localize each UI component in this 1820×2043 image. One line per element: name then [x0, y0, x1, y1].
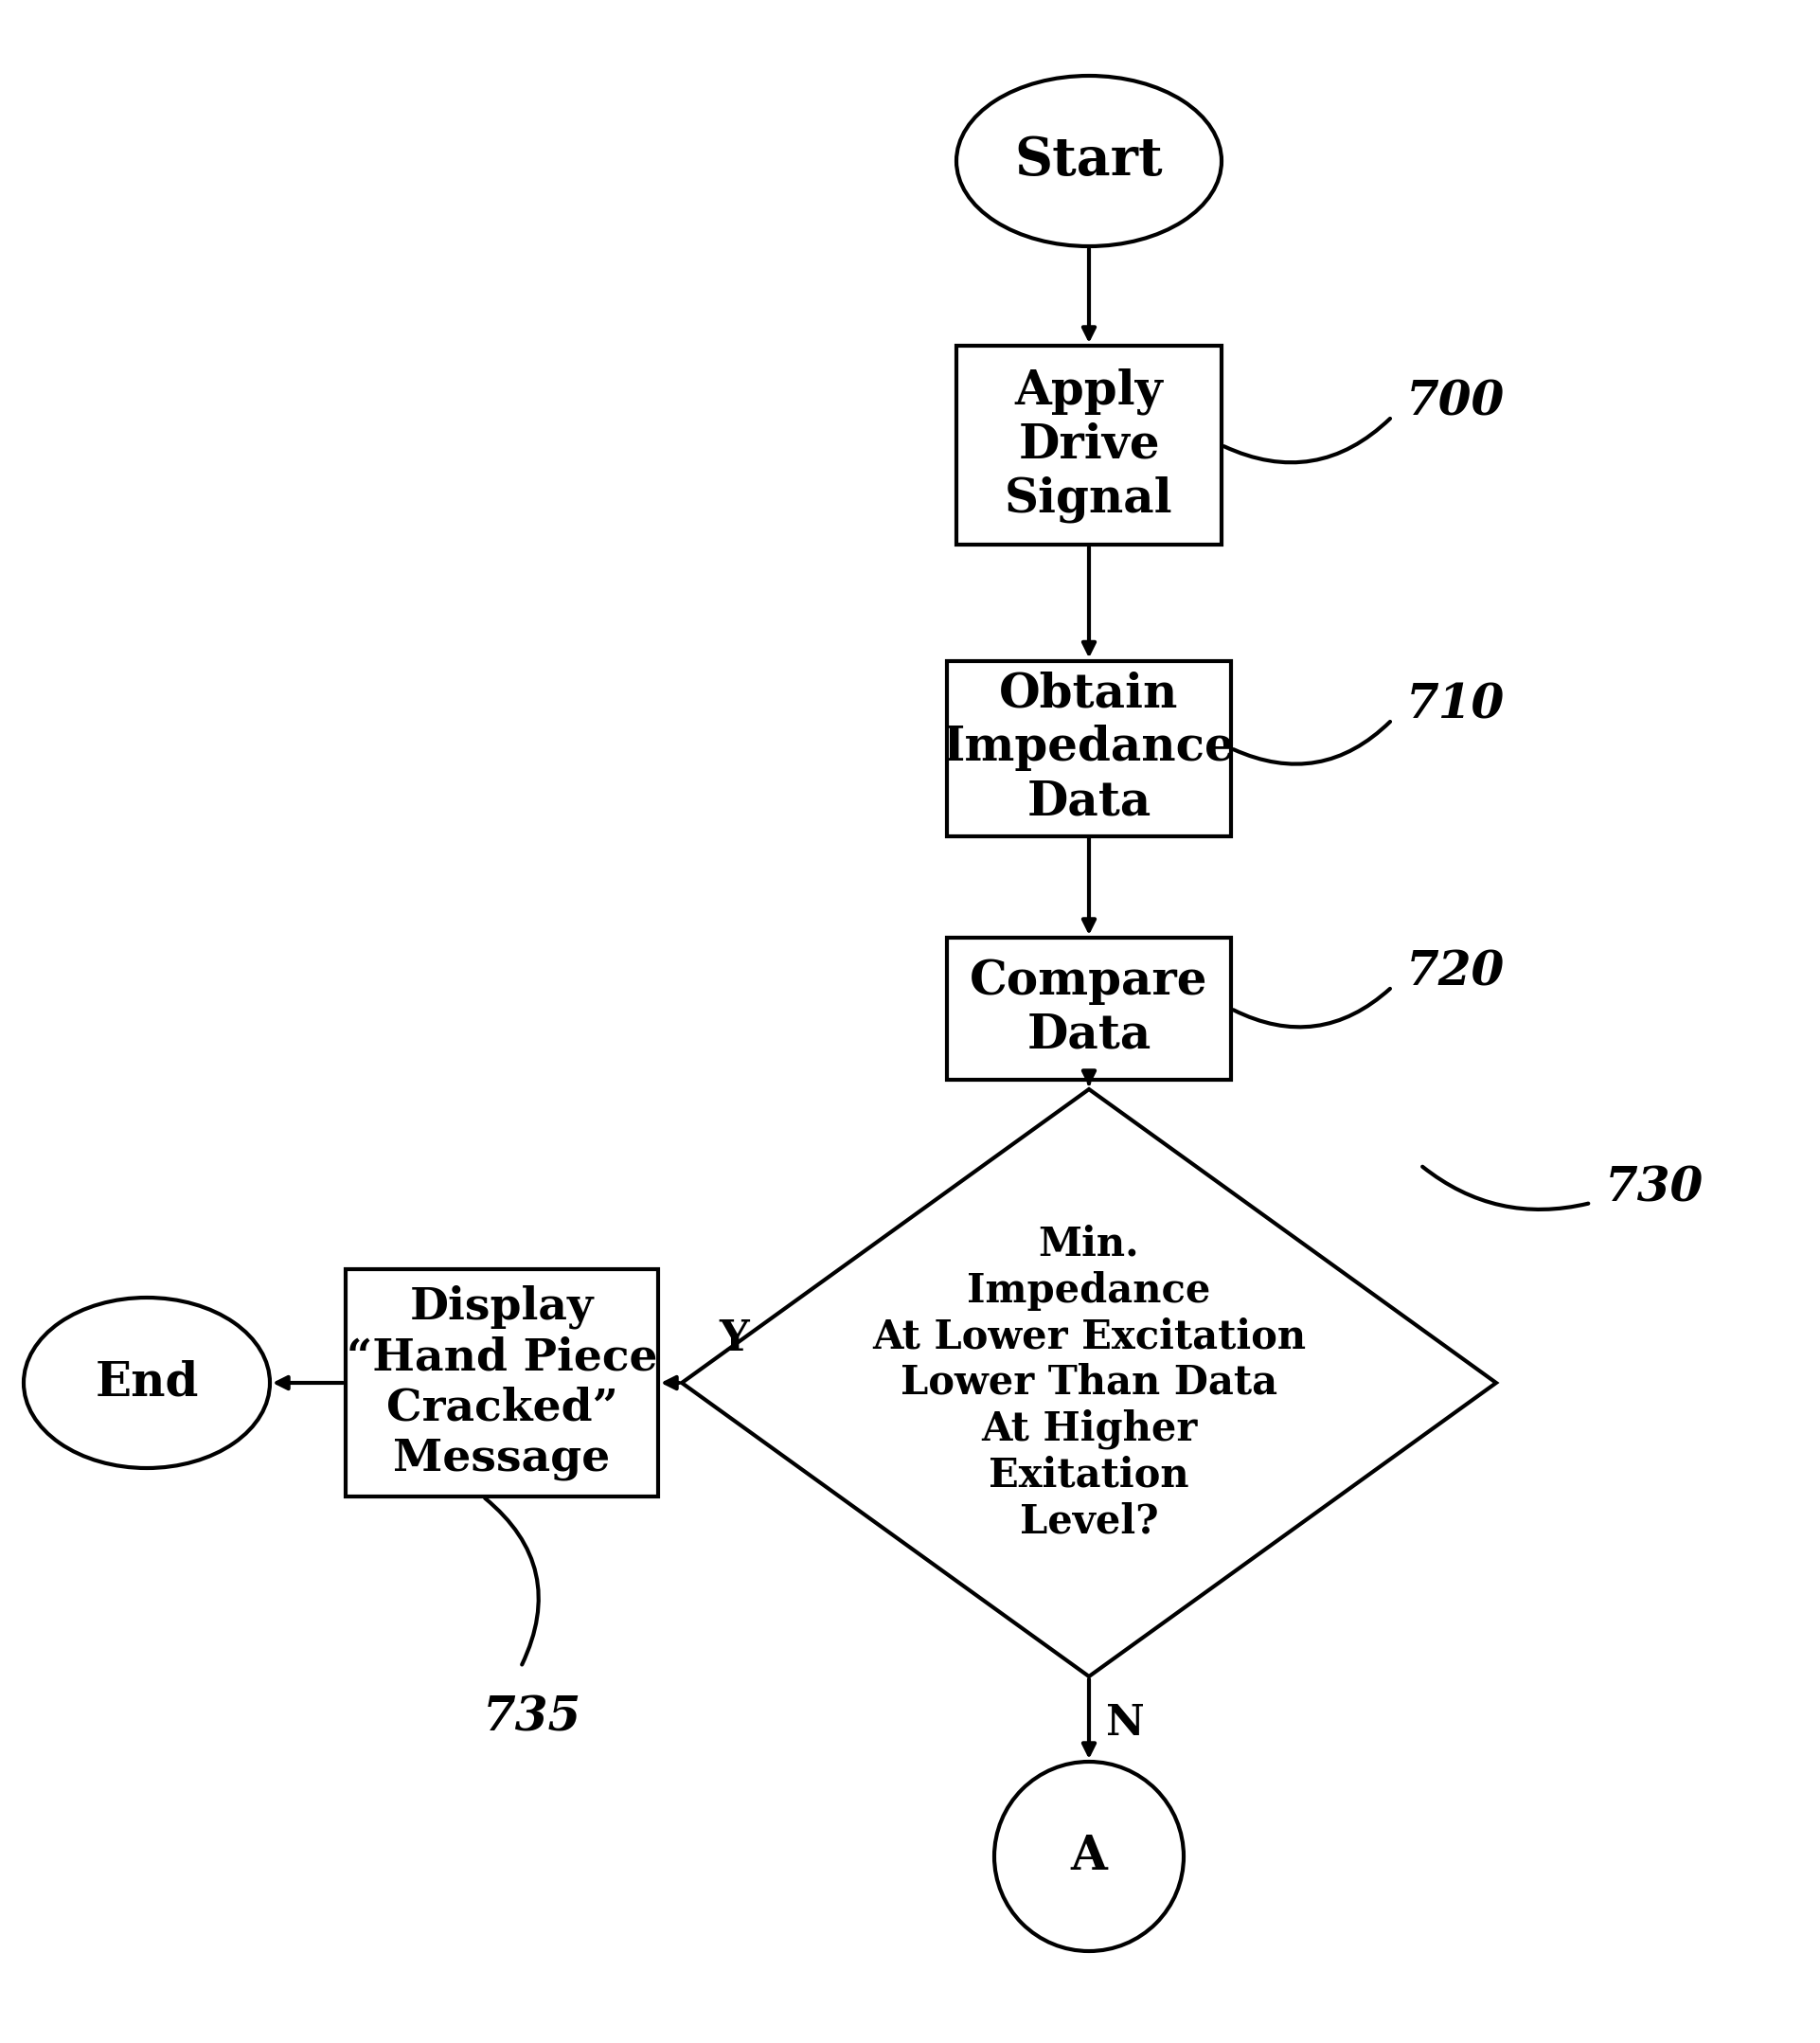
Text: Display
“Hand Piece
Cracked”
Message: Display “Hand Piece Cracked” Message: [346, 1285, 657, 1481]
Text: N: N: [1107, 1704, 1145, 1745]
Text: Compare
Data: Compare Data: [970, 958, 1208, 1058]
Bar: [946, 938, 1230, 1081]
Text: End: End: [95, 1361, 198, 1406]
Text: Apply
Drive
Signal: Apply Drive Signal: [1005, 368, 1174, 523]
Bar: [346, 1269, 659, 1495]
Text: 710: 710: [1407, 682, 1505, 729]
Text: Obtain
Impedance
Data: Obtain Impedance Data: [943, 672, 1236, 825]
Text: 720: 720: [1407, 950, 1505, 995]
Text: Min.
Impedance
At Lower Excitation
Lower Than Data
At Higher
Exitation
Level?: Min. Impedance At Lower Excitation Lower…: [872, 1224, 1307, 1540]
Text: 735: 735: [482, 1696, 582, 1743]
Ellipse shape: [956, 76, 1221, 247]
Polygon shape: [682, 1089, 1496, 1677]
Text: Start: Start: [1016, 135, 1163, 188]
Bar: [946, 660, 1230, 836]
Text: A: A: [1070, 1833, 1107, 1880]
Text: Y: Y: [719, 1318, 748, 1359]
Ellipse shape: [24, 1297, 269, 1469]
Ellipse shape: [994, 1761, 1183, 1951]
Bar: [956, 345, 1221, 545]
Text: 700: 700: [1407, 380, 1505, 425]
Text: 730: 730: [1605, 1165, 1704, 1211]
